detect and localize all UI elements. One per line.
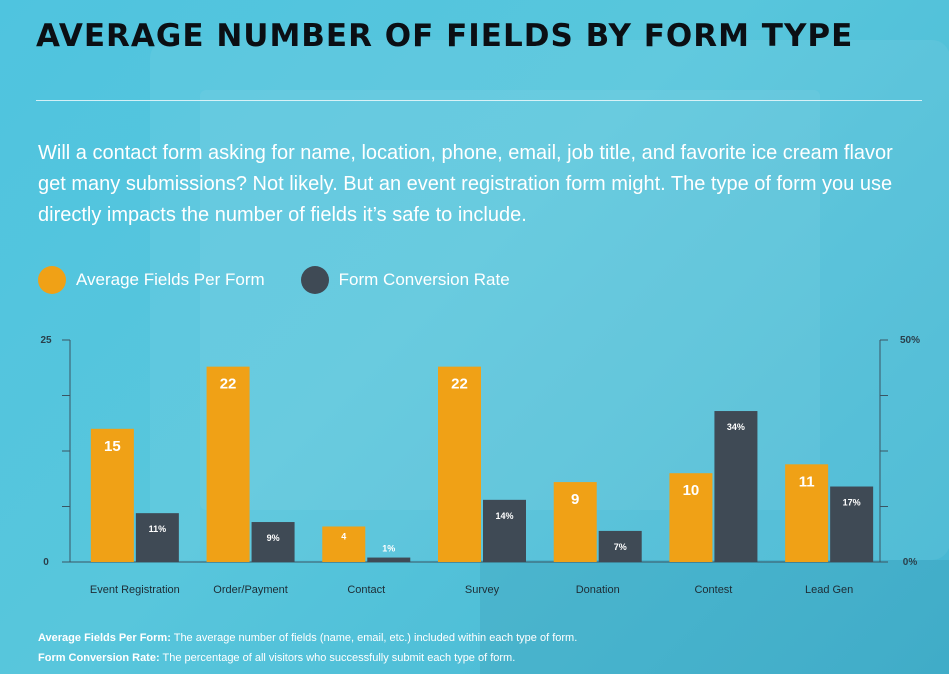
category-label: Donation [576, 584, 620, 596]
category-label: Survey [465, 584, 500, 596]
footnote-fields-term: Average Fields Per Form: [38, 632, 171, 644]
y-left-tick-label-max: 25 [40, 335, 52, 346]
conversion-value-label: 1% [382, 544, 395, 554]
category-label: Lead Gen [805, 584, 853, 596]
footnote-conversion: Form Conversion Rate: The percentage of … [38, 648, 577, 668]
legend-item-conversion: Form Conversion Rate [300, 266, 510, 294]
legend-swatch-fields [38, 266, 66, 294]
conversion-value-label: 14% [495, 511, 513, 521]
footnote-fields: Average Fields Per Form: The average num… [38, 628, 577, 648]
conversion-bar [598, 530, 642, 562]
fields-value-label: 4 [341, 531, 346, 541]
legend-swatch-conversion [300, 266, 329, 294]
conversion-bar [830, 486, 874, 562]
category-label: Contest [694, 584, 732, 596]
fields-value-label: 10 [683, 482, 700, 499]
conversion-value-label: 34% [727, 422, 745, 432]
fields-bar [669, 473, 713, 562]
conversion-bar [135, 513, 179, 562]
fields-value-label: 22 [451, 376, 468, 393]
y-right-tick-label-max: 50% [900, 335, 920, 346]
footnote-fields-text: The average number of fields (name, emai… [173, 632, 578, 644]
conversion-value-label: 7% [614, 542, 627, 552]
fields-bar [553, 482, 597, 562]
fields-bar [90, 428, 134, 562]
fields-value-label: 11 [799, 473, 815, 490]
legend-label-conversion: Form Conversion Rate [338, 270, 510, 289]
conversion-value-label: 11% [149, 524, 167, 534]
footnotes: Average Fields Per Form: The average num… [38, 628, 577, 668]
footnote-conversion-term: Form Conversion Rate: [38, 652, 160, 664]
title-divider [36, 100, 922, 101]
fields-bar [438, 366, 481, 562]
legend-label-fields: Average Fields Per Form [76, 270, 265, 289]
conversion-bar [483, 499, 526, 562]
conversion-value-label: 17% [843, 498, 861, 508]
conversion-bar [367, 557, 411, 562]
fields-value-label: 15 [104, 438, 121, 455]
fields-value-label: 9 [571, 491, 579, 508]
y-right-tick-label-min: 0% [903, 557, 918, 568]
category-label: Order/Payment [213, 584, 288, 596]
fields-bar [322, 526, 366, 562]
footnote-conversion-text: The percentage of all visitors who succe… [162, 652, 516, 664]
conversion-bar [251, 522, 295, 562]
category-label: Event Registration [90, 584, 180, 596]
fields-bar [785, 464, 829, 562]
chart-legend: Average Fields Per Form Form Conversion … [38, 266, 546, 294]
y-left-tick-label-min: 0 [43, 557, 49, 568]
fields-value-label: 22 [220, 376, 237, 393]
fields-bar [206, 366, 250, 562]
legend-item-fields: Average Fields Per Form [38, 266, 265, 294]
page-title: AVERAGE NUMBER OF FIELDS BY FORM TYPE [36, 18, 854, 54]
intro-paragraph: Will a contact form asking for name, loc… [38, 142, 893, 226]
conversion-value-label: 9% [267, 533, 280, 543]
conversion-bar [714, 411, 758, 562]
category-label: Contact [347, 584, 385, 596]
